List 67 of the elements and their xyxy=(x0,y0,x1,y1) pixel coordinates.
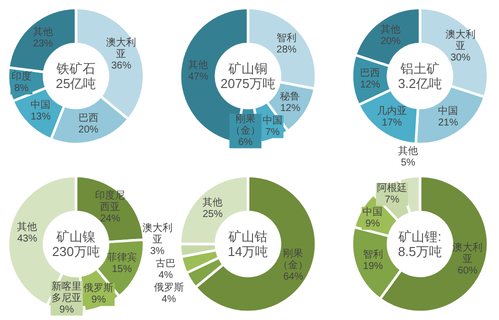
data-label: 9% xyxy=(91,294,106,306)
data-label: 64% xyxy=(283,271,304,282)
slice-label: 智利 xyxy=(276,32,297,44)
text: 铝土矿 xyxy=(400,61,440,76)
data-label: 5% xyxy=(400,158,416,169)
data-label: 15% xyxy=(112,264,132,276)
data-label: 7% xyxy=(384,194,400,206)
data-label: 47% xyxy=(188,72,208,83)
slice-label: 其他 xyxy=(32,26,53,38)
slice-label: 澳大利亚 xyxy=(106,36,136,60)
slice-label: 俄罗斯 xyxy=(154,281,184,294)
slice-label: 秘鲁 xyxy=(280,90,300,102)
text: 矿山镍 xyxy=(56,229,96,244)
data-label: 12% xyxy=(280,102,300,114)
slice-label: 菲律宾 xyxy=(106,252,137,264)
slice-label: 中国 xyxy=(438,105,458,118)
data-label: 4% xyxy=(162,294,176,305)
slice-label: 其他 xyxy=(398,145,418,158)
text: 14万吨 xyxy=(228,244,268,259)
data-label: 60% xyxy=(458,265,478,276)
slice-label: 俄罗斯 xyxy=(84,282,114,294)
data-label: 9% xyxy=(365,218,380,230)
text: 3.2亿吨 xyxy=(398,76,442,91)
slice-label: 古巴 xyxy=(156,257,176,270)
slice-label: 其他 xyxy=(17,220,38,233)
slice-label: 其他 xyxy=(380,23,401,36)
slice-label: 澳大利亚 xyxy=(445,28,476,52)
data-label: 20% xyxy=(78,124,99,136)
data-label: 8% xyxy=(14,83,29,94)
data-label: 17% xyxy=(382,118,402,129)
data-label: 19% xyxy=(362,261,384,272)
slice-label: 其他 xyxy=(188,59,208,72)
text: 2075万吨 xyxy=(220,76,276,91)
data-label: 25% xyxy=(202,208,223,220)
slice-label: 巴西 xyxy=(360,68,380,79)
data-label: 21% xyxy=(438,118,458,129)
slice-label: 其他 xyxy=(202,196,223,208)
data-label: 13% xyxy=(30,112,51,123)
data-label: 30% xyxy=(450,52,471,64)
slice-label: 巴西 xyxy=(78,113,98,124)
data-label: 12% xyxy=(360,79,380,90)
slice-label: 阿根廷 xyxy=(377,182,408,194)
data-label: 4% xyxy=(158,270,174,281)
slice-label: 澳大利亚 xyxy=(452,241,483,265)
data-label: 28% xyxy=(276,44,297,56)
text: 矿山铜 xyxy=(228,61,268,76)
text: 矿山锂: xyxy=(398,229,442,244)
slice-label: 印度 xyxy=(11,70,32,83)
slice-label: 中国 xyxy=(30,99,51,112)
data-label: 3% xyxy=(150,246,165,257)
data-label: 23% xyxy=(32,38,54,50)
slice-label: 澳大利亚 xyxy=(142,222,172,246)
data-label: 24% xyxy=(100,214,120,225)
slice-label: 刚果（金） xyxy=(278,248,308,271)
text: 矿山钴 xyxy=(228,229,268,244)
data-label: 43% xyxy=(17,233,38,244)
slice-label: 几内亚 xyxy=(376,105,407,118)
text: 25亿吨 xyxy=(56,76,96,91)
slice-label: 智利 xyxy=(362,248,383,261)
data-label: 20% xyxy=(380,36,401,47)
slice-label: 中国 xyxy=(362,206,383,218)
text: 铁矿石 xyxy=(56,61,96,76)
text: 8.5万吨 xyxy=(398,244,442,259)
data-label: 7% xyxy=(265,126,280,138)
slice-label: 中国 xyxy=(262,114,282,126)
text: 230万吨 xyxy=(52,244,100,259)
data-label: 36% xyxy=(111,60,132,72)
